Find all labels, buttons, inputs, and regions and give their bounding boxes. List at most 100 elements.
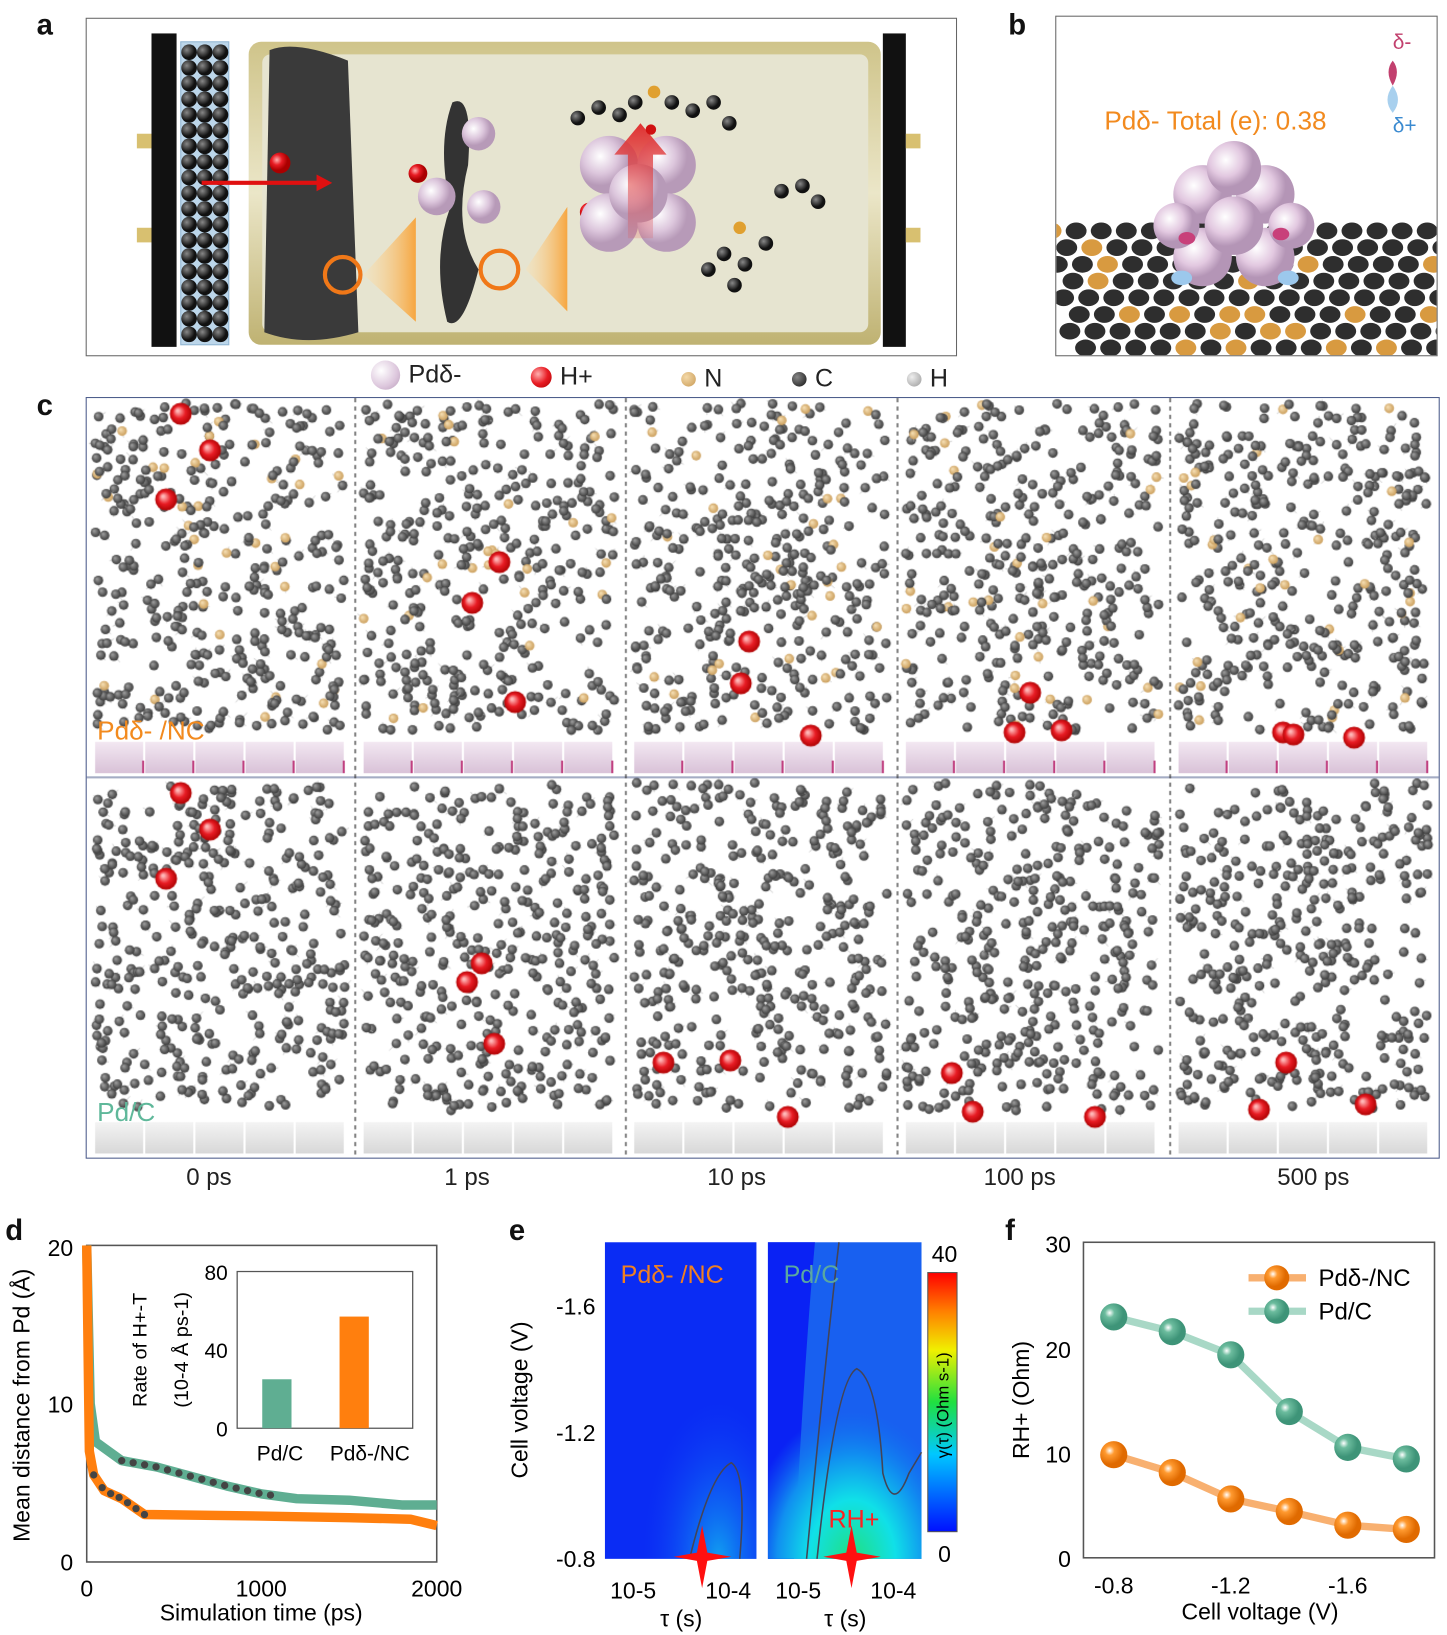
separator-sphere [212,91,229,108]
separator-sphere [212,295,229,311]
y-tick: -1.2 [556,1420,596,1446]
separator-sphere [196,232,213,249]
x-axis-label: τ (s) [660,1606,702,1632]
substrate-atom [1397,255,1419,273]
separator-sphere [212,185,229,202]
substrate-atom [1303,289,1325,307]
x-tick: -1.6 [1328,1572,1368,1598]
substrate-atom [1391,222,1413,240]
substrate-atom [1372,255,1394,273]
separator-sphere [196,295,213,311]
separator-sphere [181,201,197,217]
separator-sphere [196,107,213,123]
y-axis-label: Cell voltage (V) [507,1322,533,1479]
time-label: 500 ps [1277,1162,1350,1191]
substrate-atom [1150,339,1172,356]
fit-dot [106,1489,115,1498]
substrate-atom [1385,322,1407,340]
substrate-atom [1122,255,1144,273]
separator-sphere [212,201,229,217]
separator-sphere [196,263,213,280]
hydrogen-atom-icon [906,371,922,387]
legend-label: N [704,364,723,393]
x-tick: 10-5 [610,1578,656,1604]
colorbar-min: 0 [938,1541,951,1567]
fit-dot [98,1484,106,1492]
legend-marker-pd-c [1264,1298,1290,1324]
separator-sphere [212,138,229,155]
substrate-atom [1429,289,1437,306]
colorbar-max: 40 [932,1241,958,1267]
substrate-atom [1341,222,1363,240]
substrate-atom [1253,289,1275,307]
fit-dot [232,1484,240,1492]
battery-schematic [136,33,921,347]
legend-label: H [929,364,948,393]
substrate-atom [1225,339,1247,356]
substrate-atom [1423,255,1437,273]
substrate-atom [1369,306,1391,323]
substrate-atom [1109,322,1131,340]
panel-a-illustration [85,17,958,357]
nitrogen-atom-icon [681,371,696,387]
substrate-atom [1366,222,1388,240]
substrate-atom [1416,222,1437,240]
inset-bar-pd-c [262,1379,292,1429]
substrate-atom [1200,339,1222,356]
data-point [1158,1318,1186,1346]
substrate-atom [1128,289,1150,307]
inset-bar-pd-nc [339,1316,369,1429]
data-point [1275,1497,1303,1526]
row-label-pd-nc: Pdδ- /NC [97,716,205,746]
fit-dot [198,1475,206,1483]
pd-cluster-on-nc [1056,60,1437,356]
substrate-atom [1075,339,1096,356]
legend-marker-pd-nc [1264,1265,1290,1291]
md-snapshots: Pdδ- /NC Pd/C [85,397,1440,1159]
substrate-atom [1376,339,1397,356]
x-tick: 0 [80,1575,93,1601]
md-snapshot-canvas [86,398,1439,1158]
legend-h-plus: H+ [530,363,593,392]
separator-sphere [196,326,213,343]
y-tick: 10 [1045,1442,1071,1468]
data-point [1334,1511,1362,1539]
substrate-atom [1071,255,1093,273]
legend-label-pd-c: Pd/C [1319,1299,1372,1326]
substrate-atom [1118,306,1140,323]
proton-icon [530,366,552,388]
substrate-atom [1056,289,1075,307]
substrate-atom [1065,222,1087,240]
separator-sphere [196,216,213,233]
row-label-pd-c: Pd/C [97,1098,156,1128]
substrate-atom [1106,239,1128,256]
data-point [1217,1341,1245,1369]
separator-sphere [181,44,197,61]
substrate-atom [1347,255,1369,273]
fit-dot [115,1493,123,1502]
substrate-atom [1059,322,1081,340]
substrate-atom [1344,306,1366,323]
inset-bar-chart: 80 40 0 Pd/C Pdδ-/NC Rate of H+-T (10-4 … [129,1262,414,1466]
substrate-atom [1413,272,1435,290]
separator-sphere [181,91,197,108]
charge-label: Pdδ- Total (e): 0.38 [1104,106,1327,136]
separator-sphere [196,201,213,217]
heatmap-pd-nc-hotspot [604,1242,757,1559]
substrate-atom [1125,339,1147,356]
heatmap-title-pd-nc: Pdδ- /NC [621,1261,724,1289]
fit-dot [123,1499,132,1507]
substrate-atom [1275,339,1297,356]
data-point [1275,1398,1303,1426]
fit-dot [140,1510,149,1519]
heatmap-pd-c-hotspot [767,1347,922,1559]
data-point [1217,1485,1245,1513]
fit-dot [266,1491,275,1499]
separator-sphere [212,122,229,139]
delta-minus-label: δ- [1392,31,1412,55]
substrate-atom [1078,289,1100,307]
separator-sphere [181,169,197,186]
substrate-atom [1332,239,1354,256]
data-point [1392,1445,1420,1473]
charts-svg: 20 10 0 0 1000 2000 Simulation time (ps)… [8,1232,1436,1632]
